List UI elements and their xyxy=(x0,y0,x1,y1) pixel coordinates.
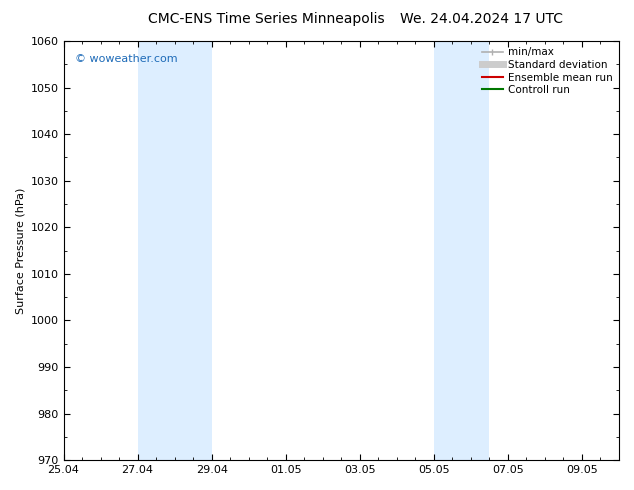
Text: We. 24.04.2024 17 UTC: We. 24.04.2024 17 UTC xyxy=(400,12,564,26)
Text: © woweather.com: © woweather.com xyxy=(75,53,178,64)
Y-axis label: Surface Pressure (hPa): Surface Pressure (hPa) xyxy=(15,187,25,314)
Bar xyxy=(434,41,489,460)
Text: CMC-ENS Time Series Minneapolis: CMC-ENS Time Series Minneapolis xyxy=(148,12,385,26)
Bar xyxy=(138,41,212,460)
Legend: min/max, Standard deviation, Ensemble mean run, Controll run: min/max, Standard deviation, Ensemble me… xyxy=(478,43,617,99)
